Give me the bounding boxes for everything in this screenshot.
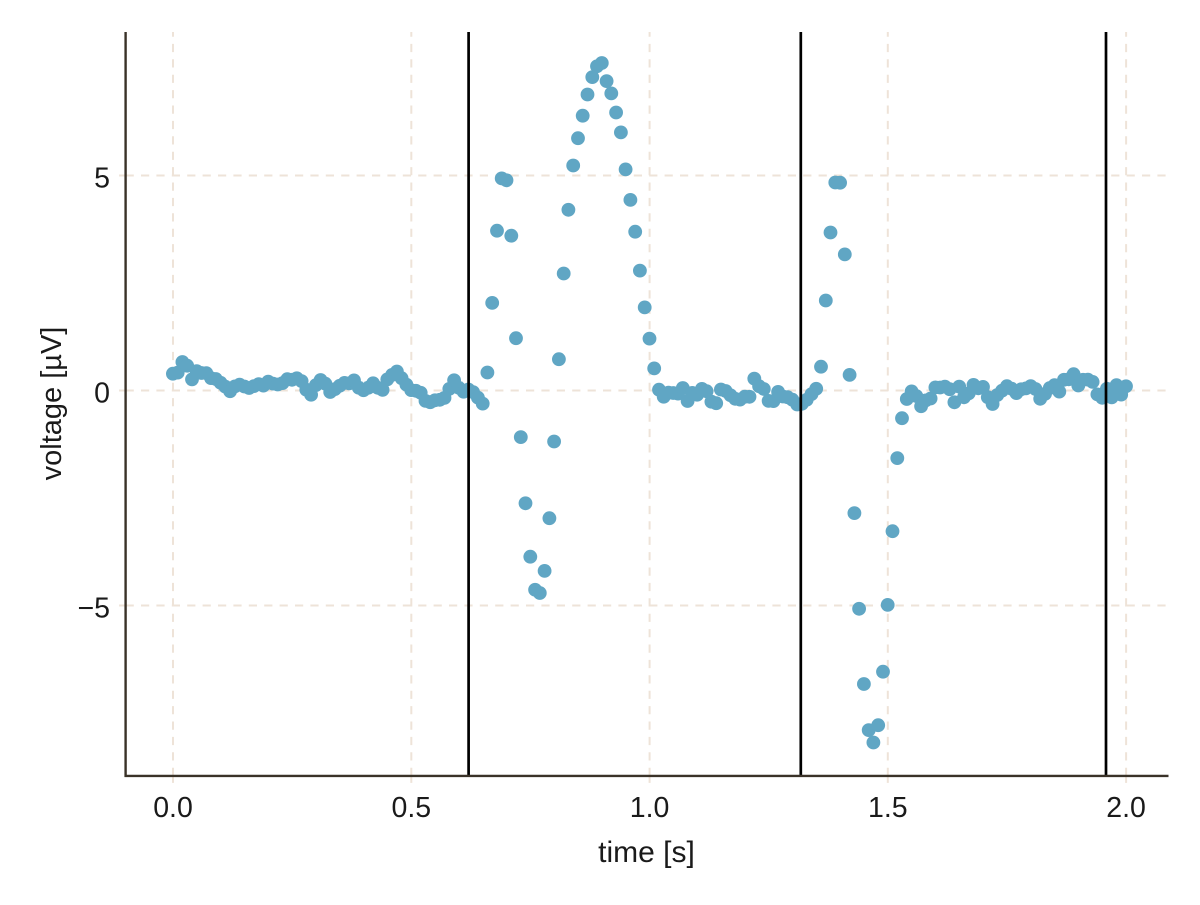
svg-text:0.5: 0.5 xyxy=(391,792,431,824)
svg-text:0: 0 xyxy=(94,378,110,410)
svg-text:0.0: 0.0 xyxy=(153,792,193,824)
svg-text:5: 5 xyxy=(94,163,110,195)
svg-text:1.5: 1.5 xyxy=(868,792,908,824)
svg-text:2.0: 2.0 xyxy=(1106,792,1146,824)
svg-text:voltage [µV]: voltage [µV] xyxy=(36,327,68,481)
svg-text:−5: −5 xyxy=(78,593,111,625)
svg-text:time [s]: time [s] xyxy=(598,836,695,869)
svg-text:1.0: 1.0 xyxy=(630,792,670,824)
